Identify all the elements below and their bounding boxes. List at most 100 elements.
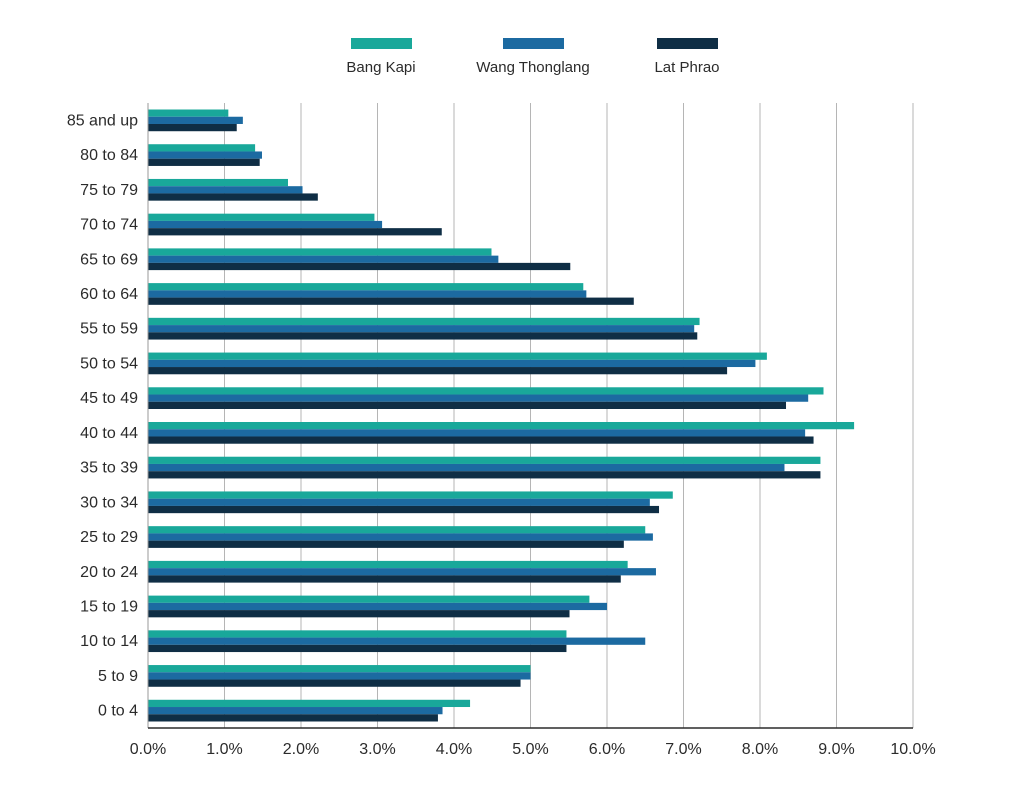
- x-tick-label: 8.0%: [742, 741, 778, 758]
- bar-lat-phrao-40-to-44: [148, 436, 814, 444]
- bar-wang-thonglang-10-to-14: [148, 637, 646, 645]
- bar-group-20-to-24: [148, 560, 656, 583]
- bar-group-35-to-39: [148, 456, 821, 479]
- legend-swatch: [503, 38, 564, 49]
- bar-wang-thonglang-60-to-64: [148, 290, 587, 298]
- bar-group-55-to-59: [148, 317, 700, 340]
- bar-lat-phrao-15-to-19: [148, 610, 570, 618]
- x-tick-label: 1.0%: [206, 741, 242, 758]
- bar-group-80-to-84: [148, 144, 262, 166]
- bar-bang-kapi-55-to-59: [148, 317, 700, 326]
- bar-bang-kapi-70-to-74: [148, 213, 375, 221]
- bar-group-5-to-9: [148, 665, 531, 687]
- bar-wang-thonglang-85-and-up: [148, 116, 243, 124]
- bars: [148, 109, 855, 722]
- bar-lat-phrao-55-to-59: [148, 332, 698, 340]
- bar-lat-phrao-85-and-up: [148, 123, 237, 132]
- x-tick-label: 6.0%: [589, 741, 625, 758]
- bar-lat-phrao-45-to-49: [148, 401, 787, 409]
- grid: [224, 103, 914, 728]
- legend-swatch: [351, 38, 412, 49]
- bar-group-50-to-54: [148, 352, 767, 375]
- bar-lat-phrao-60-to-64: [148, 297, 634, 305]
- bar-wang-thonglang-20-to-24: [148, 568, 656, 576]
- y-tick-label: 75 to 79: [80, 182, 138, 199]
- y-tick-label: 55 to 59: [80, 321, 138, 338]
- bar-lat-phrao-70-to-74: [148, 228, 442, 236]
- x-tick-label: 5.0%: [512, 741, 548, 758]
- legend-label: Wang Thonglang: [476, 59, 589, 76]
- legend-label: Bang Kapi: [346, 59, 415, 76]
- bar-bang-kapi-45-to-49: [148, 387, 824, 395]
- bar-wang-thonglang-70-to-74: [148, 220, 383, 229]
- bar-lat-phrao-20-to-24: [148, 575, 621, 583]
- bar-lat-phrao-5-to-9: [148, 679, 521, 687]
- legend-item-bang-kapi: Bang Kapi: [346, 38, 416, 76]
- y-tick-label: 35 to 39: [80, 460, 138, 477]
- bar-bang-kapi-85-and-up: [148, 109, 229, 117]
- bar-group-30-to-34: [148, 491, 673, 514]
- y-tick-label: 5 to 9: [98, 668, 138, 685]
- y-tick-label: 50 to 54: [80, 355, 138, 372]
- bar-wang-thonglang-75-to-79: [148, 186, 303, 194]
- y-tick-label: 10 to 14: [80, 633, 138, 650]
- y-tick-label: 60 to 64: [80, 286, 138, 303]
- bar-bang-kapi-5-to-9: [148, 665, 531, 673]
- bar-wang-thonglang-55-to-59: [148, 325, 695, 333]
- bar-lat-phrao-10-to-14: [148, 644, 567, 653]
- bar-lat-phrao-30-to-34: [148, 505, 660, 514]
- bar-group-0-to-4: [148, 699, 471, 722]
- bar-group-75-to-79: [148, 178, 318, 201]
- y-tick-label: 45 to 49: [80, 390, 138, 407]
- bar-wang-thonglang-5-to-9: [148, 672, 531, 680]
- bar-bang-kapi-75-to-79: [148, 178, 288, 187]
- bar-wang-thonglang-15-to-19: [148, 602, 607, 611]
- bar-wang-thonglang-30-to-34: [148, 498, 650, 506]
- bar-group-25-to-29: [148, 526, 653, 548]
- legend: Bang Kapi Wang Thonglang Lat Phrao: [346, 38, 720, 76]
- bar-wang-thonglang-45-to-49: [148, 394, 809, 402]
- y-tick-label: 20 to 24: [80, 564, 138, 581]
- bar-group-60-to-64: [148, 283, 634, 305]
- bar-wang-thonglang-40-to-44: [148, 429, 806, 437]
- x-axis: 0.0% 1.0% 2.0% 3.0% 4.0% 5.0% 6.0% 7.0% 8.0% 9.0%…: [130, 727, 936, 758]
- bar-bang-kapi-10-to-14: [148, 630, 567, 638]
- x-tick-label: 3.0%: [359, 741, 395, 758]
- bar-bang-kapi-35-to-39: [148, 456, 821, 464]
- bar-group-45-to-49: [148, 387, 824, 409]
- y-tick-label: 70 to 74: [80, 217, 138, 234]
- bar-lat-phrao-50-to-54: [148, 367, 728, 375]
- legend-item-lat-phrao: Lat Phrao: [654, 38, 720, 76]
- y-axis: 85 and up 80 to 84 75 to 79 70 to 74 65 to 6…: [67, 103, 149, 728]
- bar-lat-phrao-75-to-79: [148, 193, 318, 201]
- bar-bang-kapi-30-to-34: [148, 491, 673, 499]
- y-tick-label: 85 and up: [67, 112, 138, 129]
- y-tick-label: 0 to 4: [98, 703, 138, 720]
- bar-wang-thonglang-0-to-4: [148, 707, 443, 715]
- x-tick-label: 9.0%: [818, 741, 854, 758]
- bar-group-65-to-69: [148, 248, 571, 271]
- bar-lat-phrao-65-to-69: [148, 262, 571, 271]
- x-tick-label: 7.0%: [665, 741, 701, 758]
- legend-swatch: [657, 38, 718, 49]
- x-tick-label: 10.0%: [890, 741, 935, 758]
- x-tick-label: 0.0%: [130, 741, 166, 758]
- bar-bang-kapi-60-to-64: [148, 283, 584, 291]
- bar-group-40-to-44: [148, 422, 855, 444]
- bar-bang-kapi-25-to-29: [148, 526, 646, 534]
- y-tick-label: 40 to 44: [80, 425, 138, 442]
- bar-bang-kapi-40-to-44: [148, 422, 855, 430]
- bar-wang-thonglang-25-to-29: [148, 533, 653, 541]
- y-tick-label: 30 to 34: [80, 494, 138, 511]
- bar-lat-phrao-35-to-39: [148, 471, 821, 479]
- y-tick-label: 80 to 84: [80, 147, 138, 164]
- bar-bang-kapi-15-to-19: [148, 595, 590, 603]
- bar-bang-kapi-0-to-4: [148, 699, 471, 708]
- y-tick-label: 15 to 19: [80, 598, 138, 615]
- legend-label: Lat Phrao: [654, 59, 719, 76]
- bar-bang-kapi-50-to-54: [148, 352, 767, 360]
- bar-wang-thonglang-35-to-39: [148, 463, 785, 472]
- bar-lat-phrao-25-to-29: [148, 540, 624, 548]
- bar-group-10-to-14: [148, 630, 646, 653]
